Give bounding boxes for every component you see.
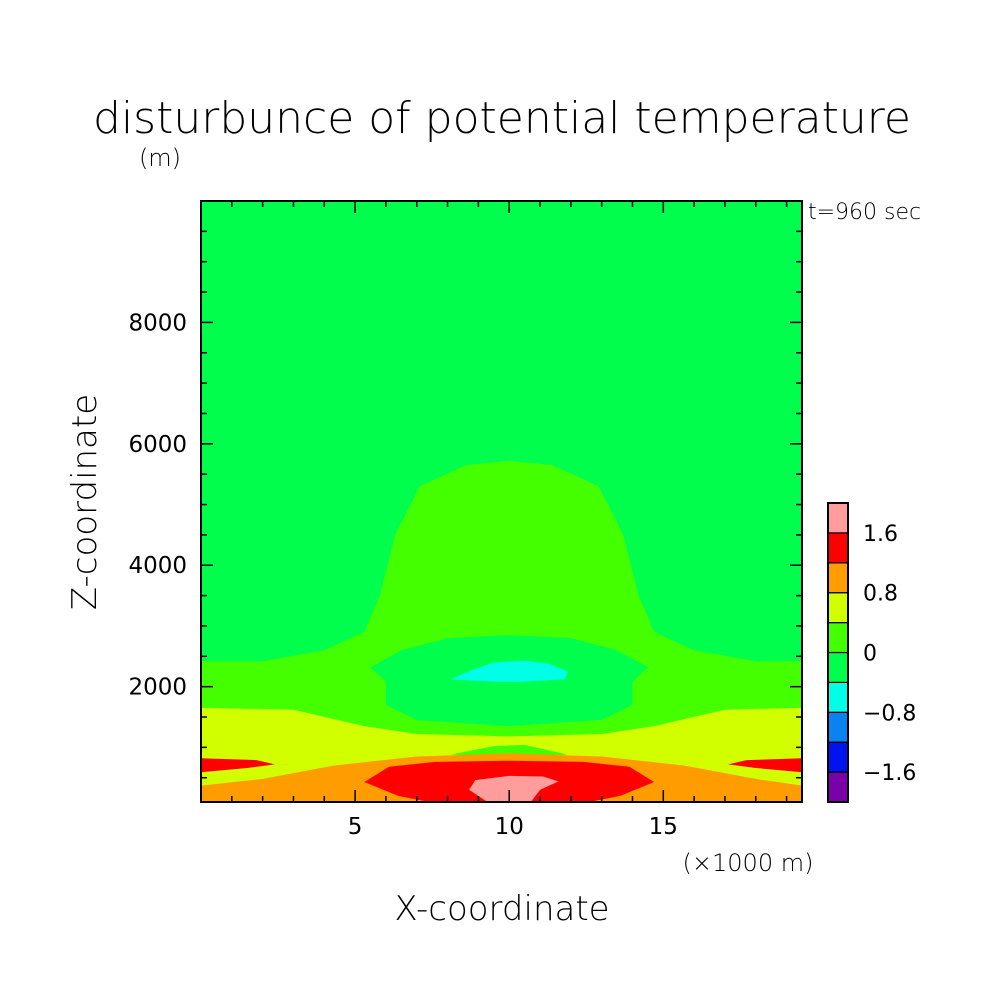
colorbar-tick-label: 1.6 <box>863 522 898 547</box>
colorbar-frame <box>827 502 849 803</box>
colorbar-tick-label: −1.6 <box>863 761 916 786</box>
colorbar-swatch <box>827 621 849 654</box>
title-unit: (m) <box>139 144 181 172</box>
colorbar-swatch <box>827 532 849 564</box>
colorbar-tick-label: −0.8 <box>863 701 916 726</box>
x-unit-label: (×1000 m) <box>683 849 814 877</box>
x-axis-label: X-coordinate <box>394 889 609 929</box>
y-tick-label: 4000 <box>128 553 187 579</box>
y-tick-label: 6000 <box>128 432 187 458</box>
contour-region-0 <box>201 460 802 802</box>
chart-title: disturbunce of potential temperature <box>93 93 911 144</box>
x-tick-label: 10 <box>495 814 524 840</box>
colorbar-swatch <box>827 771 849 803</box>
y-axis-label: Z-coordinate <box>65 394 105 610</box>
colorbar-swatch <box>827 651 849 683</box>
x-tick-label: 15 <box>649 814 678 840</box>
colorbar <box>827 502 849 803</box>
colorbar-swatch <box>827 681 849 713</box>
plot-frame <box>200 200 803 803</box>
x-tick-label: 5 <box>348 814 363 840</box>
colorbar-swatch <box>827 741 849 773</box>
contour-region-9 <box>469 775 559 802</box>
y-tick-label: 2000 <box>128 675 187 701</box>
colorbar-tick-label: 0 <box>863 642 877 667</box>
colorbar-swatch <box>827 502 849 534</box>
y-tick-labels: 2000 4000 6000 8000 <box>128 310 187 700</box>
contour-region-7 <box>728 758 802 773</box>
colorbar-swatch <box>827 592 849 624</box>
colorbar-swatch <box>827 562 849 594</box>
x-tick-labels: 5 10 15 <box>348 814 678 840</box>
y-tick-label: 8000 <box>128 310 187 336</box>
contour-region-6 <box>201 758 275 773</box>
colorbar-labels: 1.6 0.8 0 −0.8 −1.6 <box>863 522 916 786</box>
colorbar-tick-label: 0.8 <box>863 582 898 607</box>
colorbar-swatch <box>827 711 849 743</box>
time-label: t=960 sec <box>808 200 921 225</box>
contour-fill <box>201 201 802 802</box>
contour-region-2 <box>450 660 568 682</box>
